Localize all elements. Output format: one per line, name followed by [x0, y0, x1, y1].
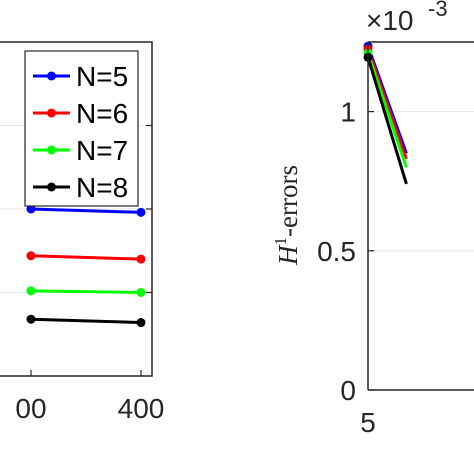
left-series-point	[26, 204, 36, 214]
left-series-point	[26, 251, 36, 261]
legend-marker	[47, 145, 56, 155]
right-x-ticks: 5	[360, 407, 376, 438]
left-chart-panel: 00 400 N=5 N=6 N=7 N=8	[0, 41, 164, 424]
left-series-point	[136, 254, 146, 264]
right-ytick-label: 0.5	[317, 236, 356, 267]
right-ytick-label: 0	[340, 375, 356, 406]
svg-text:H1-errors: H1-errors	[271, 165, 303, 266]
left-xtick-label: 400	[118, 393, 165, 424]
y-exponent-base: ×10	[366, 5, 414, 36]
right-xtick-label: 5	[360, 407, 376, 438]
legend-entries: N=5 N=6 N=7 N=8	[33, 61, 128, 203]
right-series-group	[363, 41, 408, 185]
right-ytick-label: 1	[340, 97, 356, 128]
left-series-line-6	[30, 254, 142, 261]
right-chart-panel: 00.51 5 ×10 -3 H1-errors	[271, 0, 474, 438]
right-series-line-6	[366, 48, 408, 160]
legend-label: N=6	[76, 98, 128, 129]
left-x-ticks: 00 400	[15, 370, 164, 424]
ylabel-rest: -errors	[273, 165, 303, 237]
ylabel-superscript: 1	[271, 237, 290, 246]
left-series-line-5	[30, 207, 142, 214]
y-exponent-power: -3	[428, 0, 448, 21]
legend-label: N=7	[76, 135, 128, 166]
left-series-line-7	[30, 289, 142, 294]
legend-marker	[47, 71, 56, 81]
legend-label: N=8	[76, 172, 128, 203]
ylabel-main: H	[273, 244, 303, 266]
legend-marker	[47, 182, 56, 192]
left-axes-box	[0, 41, 153, 377]
legend-label: N=5	[76, 61, 128, 92]
right-series-line-8	[366, 56, 408, 185]
right-series-line-7	[366, 52, 408, 168]
legend-marker	[47, 108, 56, 118]
legend: N=5 N=6 N=7 N=8	[24, 50, 139, 207]
left-xtick-label: 00	[15, 393, 46, 424]
right-y-ticks: 00.51	[317, 97, 374, 406]
left-series-point	[136, 207, 146, 217]
left-series-point	[136, 318, 146, 328]
left-series-point	[26, 286, 36, 296]
left-series-point	[136, 288, 146, 297]
left-series-line-8	[30, 317, 142, 325]
left-series-point	[26, 314, 36, 324]
right-y-axis-label: H1-errors	[271, 165, 303, 266]
left-series-group	[26, 204, 146, 328]
